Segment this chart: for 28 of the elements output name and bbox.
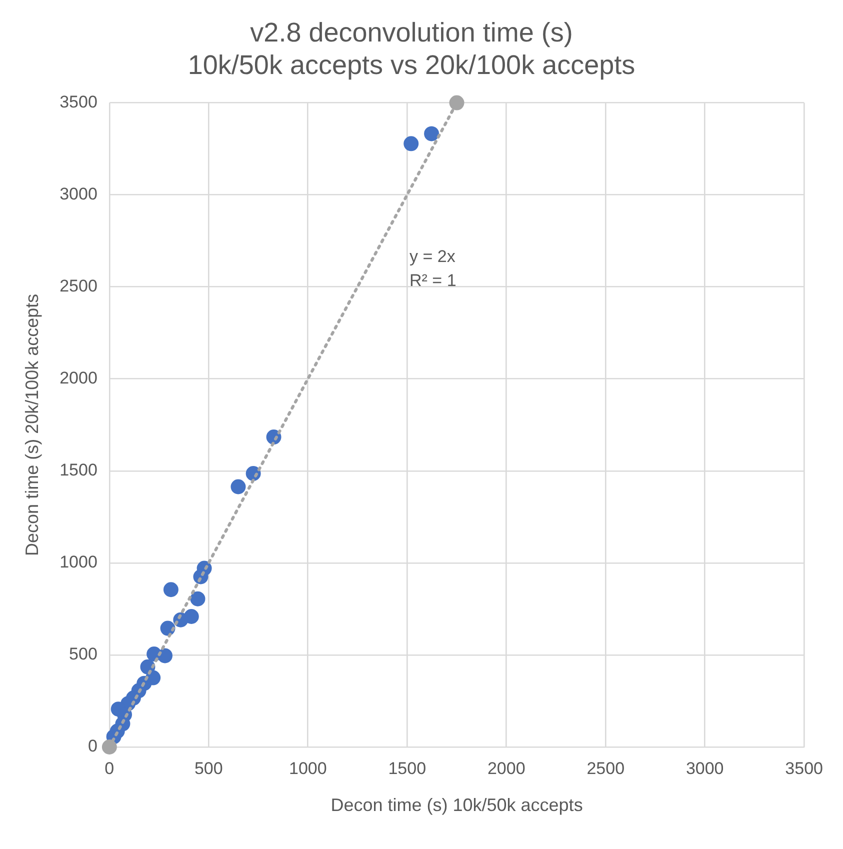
y-tick-label: 1500 bbox=[60, 460, 98, 480]
point bbox=[449, 95, 464, 110]
annotation: R² = 1 bbox=[410, 271, 456, 290]
x-axis-title: Decon time (s) 10k/50k accepts bbox=[330, 795, 583, 816]
y-tick-label: 2000 bbox=[60, 368, 98, 388]
y-axis-title: Decon time (s) 20k/100k accepts bbox=[22, 294, 42, 556]
point bbox=[424, 126, 440, 142]
x-tick-label: 1000 bbox=[288, 758, 327, 778]
point bbox=[163, 582, 178, 598]
point bbox=[404, 136, 419, 152]
point bbox=[230, 479, 246, 494]
point bbox=[102, 740, 117, 754]
point bbox=[190, 591, 206, 606]
x-tick-label: 1500 bbox=[388, 758, 426, 778]
y-tick-label: 2500 bbox=[60, 276, 98, 296]
y-tick-label: 3000 bbox=[60, 184, 98, 204]
x-tick-label: 0 bbox=[104, 758, 114, 778]
y-tick-label: 1000 bbox=[60, 552, 98, 572]
y-tick-label: 0 bbox=[88, 736, 98, 756]
y-tick-label: 3500 bbox=[60, 92, 98, 112]
x-tick-label: 2500 bbox=[586, 758, 625, 778]
x-tick-label: 500 bbox=[194, 758, 223, 778]
x-tick-label: 3000 bbox=[686, 758, 724, 778]
y-tick-label: 500 bbox=[69, 644, 98, 664]
x-tick-label: 3500 bbox=[785, 758, 824, 778]
annotation: y = 2x bbox=[410, 247, 456, 266]
x-tick-label: 2000 bbox=[487, 758, 526, 778]
chart-title: v2.8 deconvolution time (s) 10k/50k accepts vs 20k/100k accepts bbox=[188, 18, 636, 80]
